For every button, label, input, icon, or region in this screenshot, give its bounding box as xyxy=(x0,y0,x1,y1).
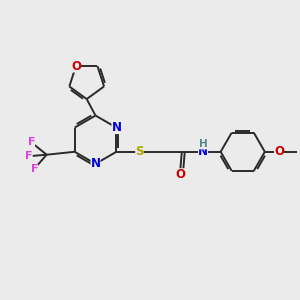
Text: N: N xyxy=(91,157,100,170)
Text: O: O xyxy=(175,168,185,181)
Text: N: N xyxy=(111,121,122,134)
Text: F: F xyxy=(31,164,38,174)
Text: O: O xyxy=(71,59,81,73)
Text: F: F xyxy=(28,137,35,147)
Text: F: F xyxy=(25,151,33,161)
Text: O: O xyxy=(274,145,284,158)
Text: N: N xyxy=(198,145,208,158)
Text: S: S xyxy=(135,145,144,158)
Text: H: H xyxy=(199,140,207,149)
